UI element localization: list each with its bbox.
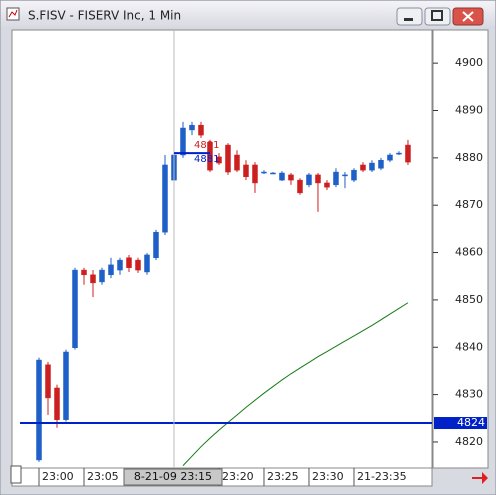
x-tick-label: 21-23:35	[357, 470, 407, 483]
candle-body	[405, 144, 411, 163]
window-title: S.FISV - FISERV Inc, 1 Min	[28, 9, 181, 23]
price-axis	[432, 29, 489, 469]
candle-body	[288, 174, 294, 181]
y-tick-label: 4840	[455, 340, 483, 353]
candle-body	[360, 164, 366, 171]
candle-body	[45, 364, 51, 399]
candle-body	[189, 124, 195, 131]
y-tick-label: 4870	[455, 198, 483, 211]
candle-body	[306, 174, 312, 186]
candle-body	[333, 171, 339, 186]
window-icon-graph	[8, 9, 18, 18]
candle-body	[108, 264, 114, 276]
candle-body	[396, 152, 402, 155]
y-tick-label: 4860	[455, 246, 483, 259]
minimize-button[interactable]	[396, 7, 423, 26]
candle-body	[180, 127, 186, 156]
scroll-arrow[interactable]	[472, 472, 488, 484]
candle-body	[90, 274, 96, 284]
candle-body	[117, 259, 123, 271]
candle-body	[126, 257, 132, 268]
y-tick-label: 4830	[455, 388, 483, 401]
cursor-time-tag	[123, 468, 223, 486]
y-tick-label: 4850	[455, 293, 483, 306]
candle-body	[243, 164, 249, 178]
candle-body	[315, 174, 321, 184]
candle-body	[81, 269, 87, 276]
x-tick-label: 23:30	[312, 470, 344, 483]
candle-body	[270, 172, 276, 175]
candle-body	[207, 141, 213, 171]
moving-average	[182, 302, 409, 466]
cursor-value-label: 4881	[194, 154, 219, 165]
candle-body	[153, 231, 159, 259]
cursor-value-label: 4881	[194, 140, 219, 151]
y-tick-label: 4900	[455, 56, 483, 69]
candle-body	[297, 179, 303, 194]
y-tick-label: 4880	[455, 151, 483, 164]
candle-body	[72, 269, 78, 348]
candle-body	[144, 254, 150, 273]
candle-body	[216, 156, 222, 164]
x-tick-label: 23:20	[222, 470, 254, 483]
scroll-box[interactable]	[10, 465, 22, 484]
y-tick-label: 4890	[455, 103, 483, 116]
candle-body	[252, 164, 258, 184]
candle-body	[162, 164, 168, 233]
candle-body	[234, 154, 240, 171]
candle-body	[135, 259, 141, 271]
maximize-button[interactable]	[424, 7, 451, 26]
window-icon	[6, 7, 20, 21]
candle-body	[279, 172, 285, 181]
candle-body	[387, 154, 393, 161]
candle-body	[261, 171, 267, 174]
plot-area	[11, 29, 433, 469]
candle-body	[63, 351, 69, 420]
x-tick-label: 23:05	[87, 470, 119, 483]
y-tick-label: 4820	[455, 435, 483, 448]
x-tick-label: 23:25	[267, 470, 299, 483]
candle-body	[225, 144, 231, 173]
x-tick-label: 23:00	[42, 470, 74, 483]
candle-body	[369, 162, 375, 171]
candle-body	[324, 182, 330, 188]
candle-body	[378, 159, 384, 169]
plot-layer	[20, 30, 432, 468]
candle-body	[99, 269, 105, 283]
candle-body	[351, 169, 357, 181]
level-tag	[434, 417, 487, 430]
candle-body	[54, 387, 60, 420]
candle-body	[198, 124, 204, 136]
level-label: 4824	[457, 416, 485, 429]
close-button[interactable]	[452, 7, 484, 26]
candle-body	[36, 359, 42, 461]
candle-body	[342, 174, 348, 177]
cursor-time-label: 8-21-09 23:15	[134, 470, 212, 483]
